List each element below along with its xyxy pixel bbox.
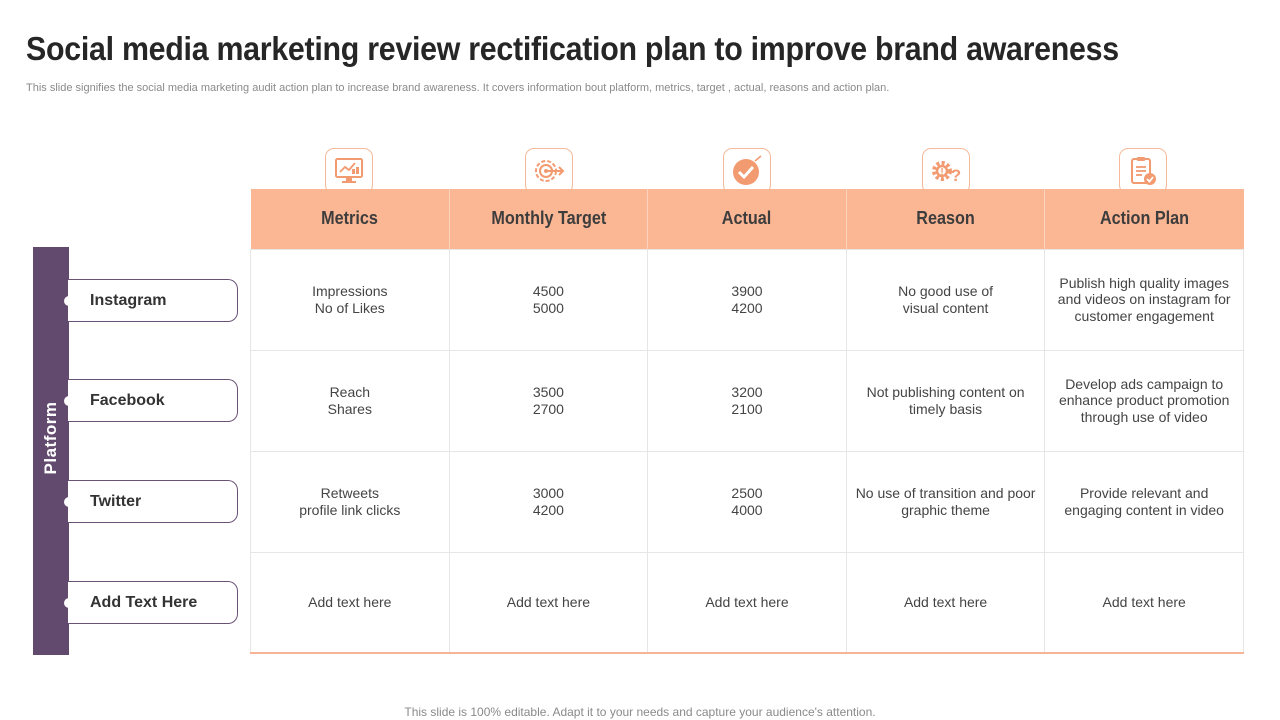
svg-text:!: ! — [940, 167, 943, 178]
svg-text:?: ? — [951, 166, 961, 185]
platform-item-instagram: Instagram — [68, 279, 238, 322]
platform-item-add-text: Add Text Here — [68, 581, 238, 624]
platform-label: Platform — [41, 401, 60, 475]
table-cell: Develop ads campaign to enhance product … — [1044, 349, 1244, 452]
table-cell: 3900 4200 — [647, 248, 847, 351]
table-cell: No use of transition and poor graphic th… — [845, 450, 1046, 553]
table-cell: Not publishing content on timely basis — [845, 349, 1046, 452]
header-metrics: Metrics — [250, 189, 450, 249]
connector-dot — [64, 497, 74, 507]
page-title: Social media marketing review rectificat… — [26, 30, 1119, 67]
table-cell: Provide relevant and engaging content in… — [1044, 450, 1244, 553]
table-row: Add text here Add text here Add text her… — [250, 551, 1244, 654]
connector-dot — [64, 296, 74, 306]
clipboard-check-icon — [1119, 148, 1167, 194]
table-header-row: Metrics Monthly Target Actual Reason Act… — [250, 189, 1244, 249]
table-cell: Impressions No of Likes — [250, 248, 450, 351]
platform-bar — [33, 247, 69, 655]
header-monthly-target: Monthly Target — [449, 189, 649, 249]
page-subtitle: This slide signifies the social media ma… — [26, 82, 890, 94]
table-row: Reach Shares 3500 2700 3200 2100 Not pub… — [250, 349, 1244, 452]
table-cell: Reach Shares — [250, 349, 450, 452]
gear-question-icon: ! ? — [922, 148, 970, 194]
platform-item-twitter: Twitter — [68, 480, 238, 523]
table-cell: 2500 4000 — [647, 450, 847, 553]
audit-table: Metrics Monthly Target Actual Reason Act… — [250, 189, 1244, 654]
table-cell: Retweets profile link clicks — [250, 450, 450, 553]
table-cell: 3500 2700 — [448, 349, 649, 452]
table-cell: 3000 4200 — [448, 450, 649, 553]
table-cell: Add text here — [448, 551, 649, 654]
connector-dot — [64, 598, 74, 608]
table-cell: Add text here — [647, 551, 847, 654]
connector-dot — [64, 396, 74, 406]
table-cell: Add text here — [250, 551, 450, 654]
platform-item-facebook: Facebook — [68, 379, 238, 422]
dashboard-monitor-icon — [325, 148, 373, 194]
table-cell: 3200 2100 — [647, 349, 847, 452]
table-row: Impressions No of Likes 4500 5000 3900 4… — [250, 248, 1244, 351]
footer-note: This slide is 100% editable. Adapt it to… — [404, 705, 876, 719]
target-arrow-icon — [525, 148, 573, 194]
table-row: Retweets profile link clicks 3000 4200 2… — [250, 450, 1244, 553]
header-reason: Reason — [846, 189, 1046, 249]
header-action-plan: Action Plan — [1044, 189, 1244, 249]
table-cell: Add text here — [845, 551, 1046, 654]
table-cell: Add text here — [1044, 551, 1244, 654]
header-actual: Actual — [647, 189, 847, 249]
table-cell: 4500 5000 — [448, 248, 649, 351]
table-cell: No good use of visual content — [845, 248, 1046, 351]
checkmark-badge-icon — [723, 148, 771, 194]
table-cell: Publish high quality images and videos o… — [1044, 248, 1244, 351]
